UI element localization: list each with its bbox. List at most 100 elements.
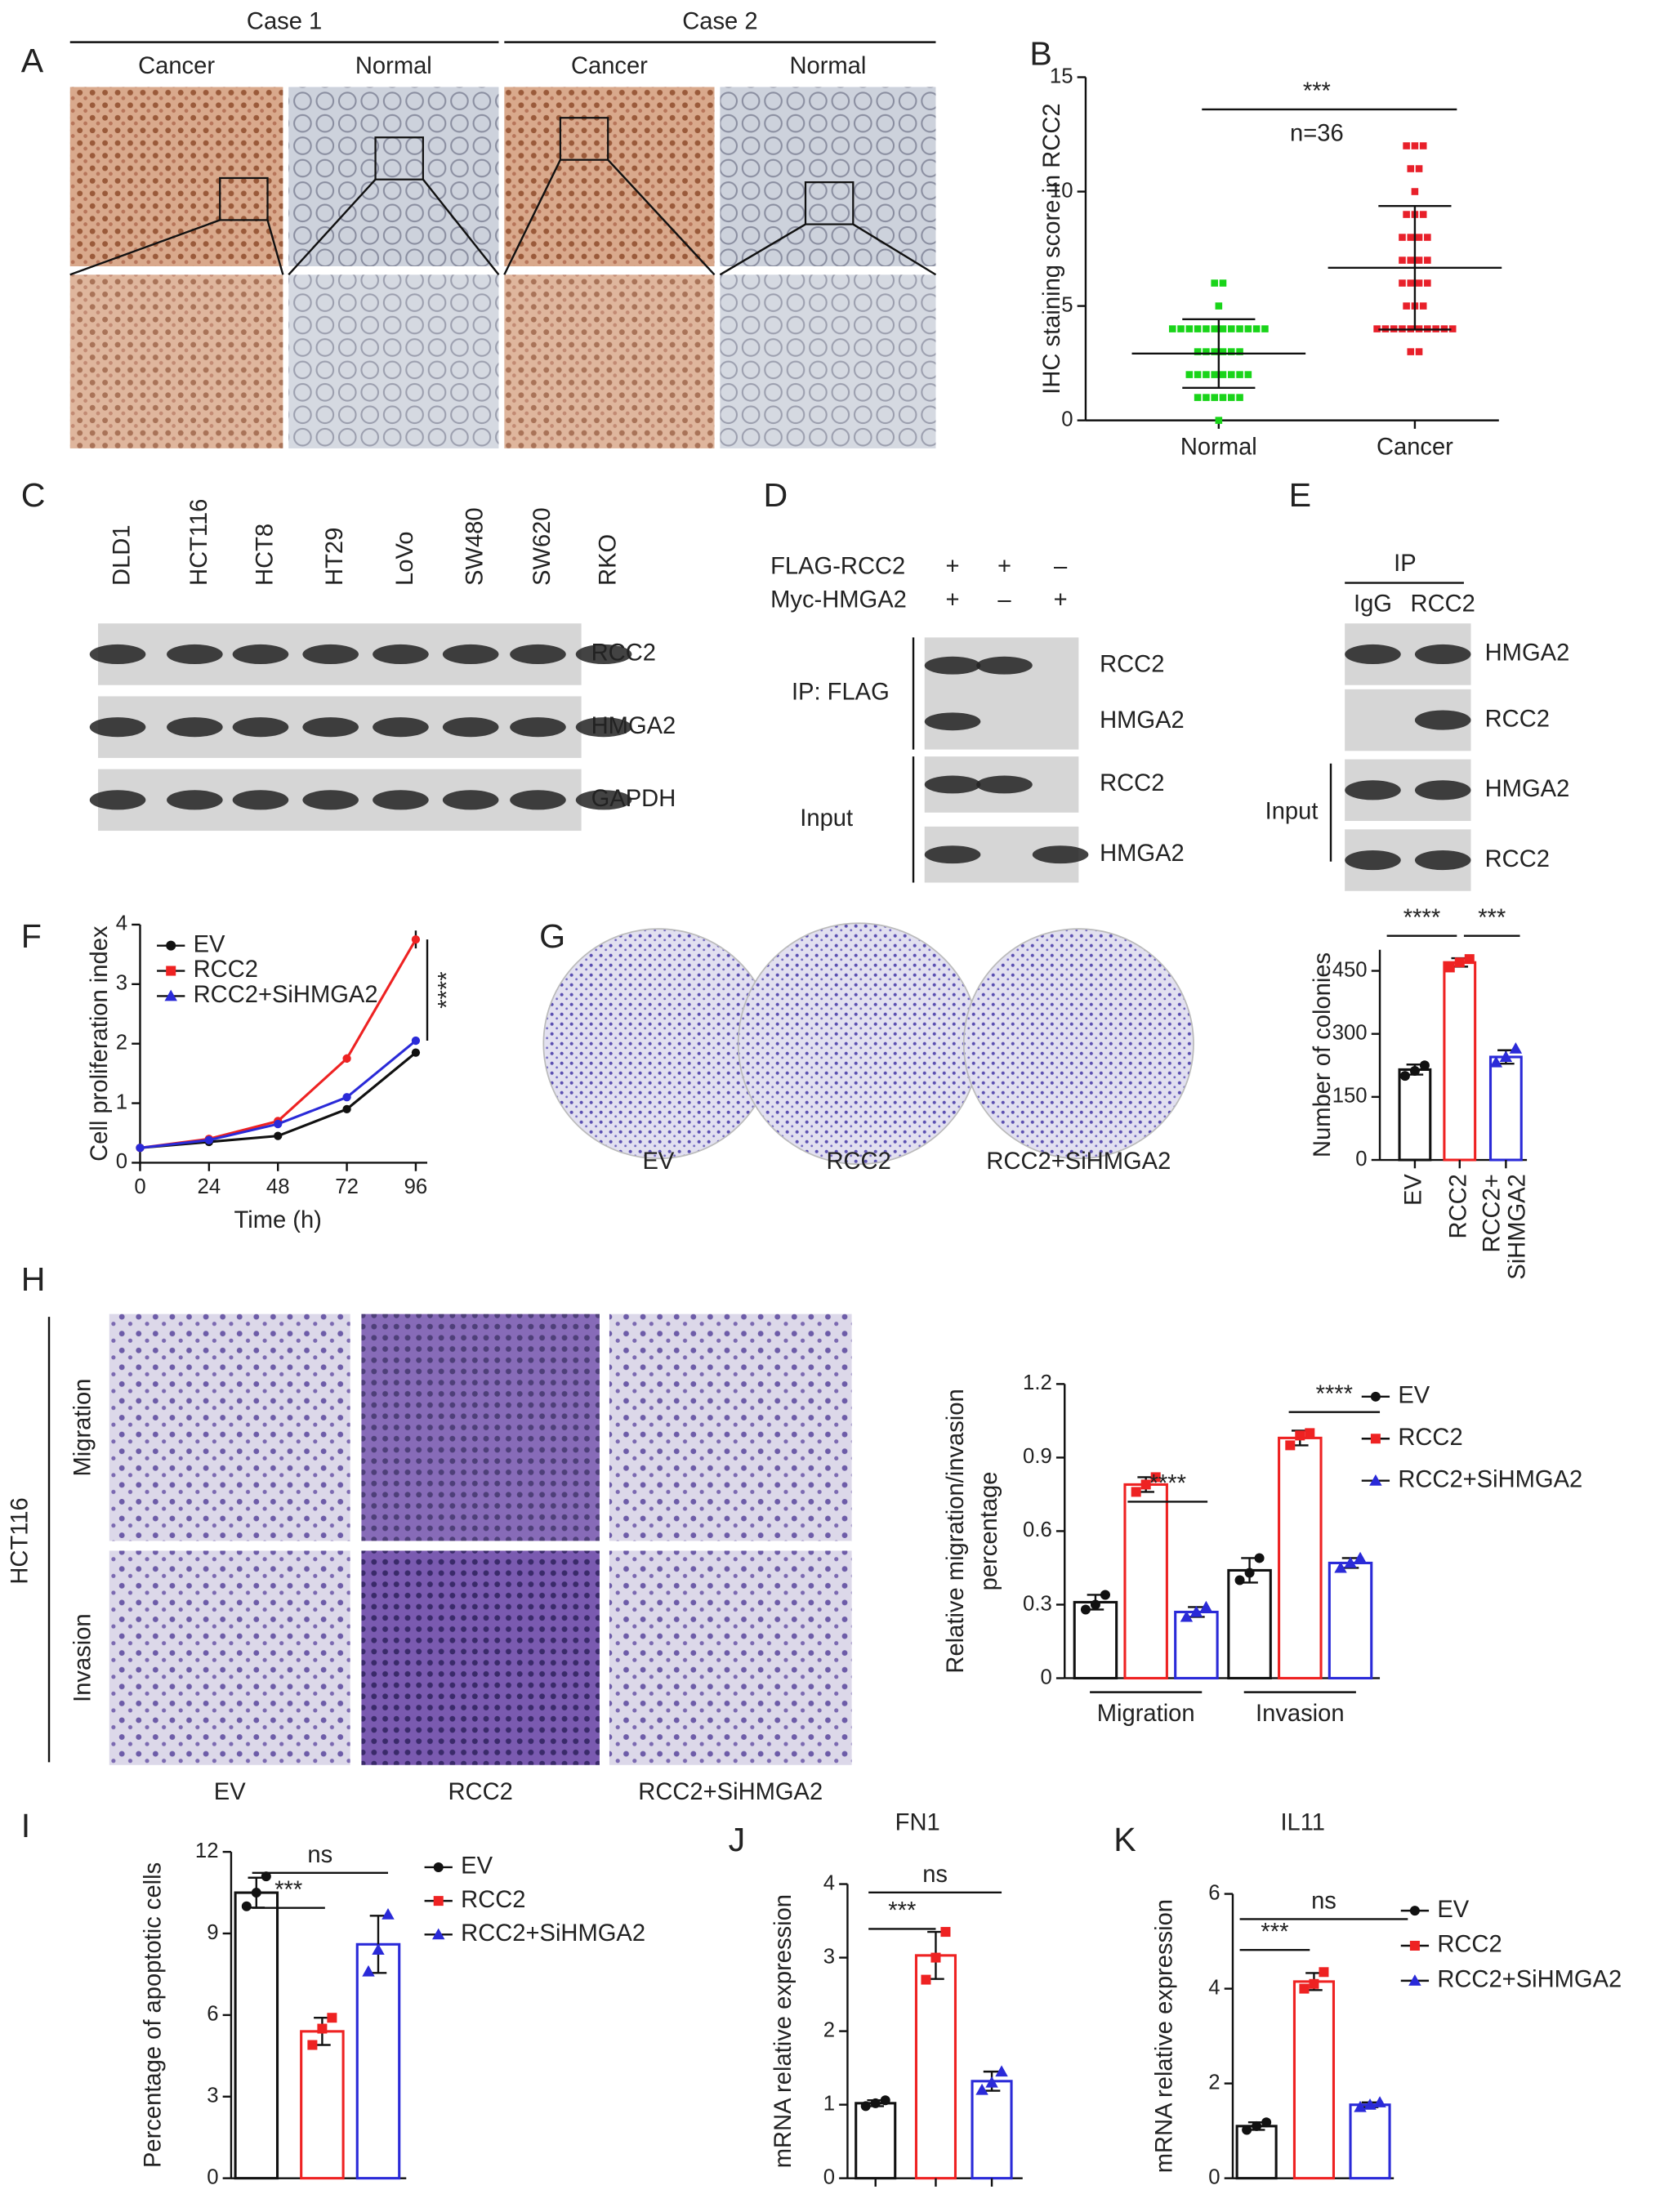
point <box>1236 371 1243 378</box>
colony-dish <box>737 922 980 1166</box>
point <box>1252 2121 1262 2131</box>
blot-band <box>510 644 566 665</box>
significance: *** <box>1303 78 1331 105</box>
point <box>1399 279 1406 287</box>
point <box>1261 325 1269 332</box>
blot-band <box>575 790 632 810</box>
point <box>1185 371 1194 378</box>
section-label: Input <box>800 805 853 832</box>
significance: ns <box>1311 1889 1336 1915</box>
blot-band <box>167 644 223 665</box>
blot-band <box>232 790 289 810</box>
condition-label: FLAG-RCC2 <box>770 553 905 579</box>
point <box>251 1888 261 1898</box>
y-tick-label: 0.3 <box>1023 1592 1052 1615</box>
x-tick-label: Cancer <box>1377 435 1453 461</box>
band-label: RCC2 <box>591 640 656 667</box>
section-label: IP: FLAG <box>792 680 890 706</box>
y-tick-label: 6 <box>207 2003 218 2026</box>
point <box>1403 302 1410 310</box>
point <box>1100 1590 1110 1600</box>
point <box>1177 325 1185 332</box>
y-tick-label: 4 <box>823 1871 835 1894</box>
transwell-image <box>609 1313 852 1541</box>
point <box>1415 256 1423 264</box>
lane-label: DLD1 <box>109 524 136 586</box>
x-tick-label: 72 <box>335 1175 359 1198</box>
lane-label: SW480 <box>462 507 489 586</box>
point <box>1227 325 1235 332</box>
blot-band <box>1345 850 1401 871</box>
point <box>1411 188 1419 195</box>
condition-label: Myc-HMGA2 <box>770 587 907 613</box>
point <box>1489 1055 1503 1068</box>
bar <box>300 2030 345 2180</box>
point <box>342 1093 351 1102</box>
zoom-line <box>69 219 221 276</box>
blot-band <box>89 717 146 738</box>
y-tick-label: 2 <box>1208 2071 1220 2094</box>
band-label: HMGA2 <box>1100 707 1185 734</box>
y-tick-label: 1.2 <box>1023 1371 1052 1394</box>
point <box>1234 1575 1245 1585</box>
point <box>166 940 176 951</box>
blot-band <box>373 790 429 810</box>
x-tick-label: Normal <box>1180 435 1257 461</box>
point <box>1419 302 1427 310</box>
point <box>1211 279 1218 287</box>
point <box>1424 234 1431 241</box>
point <box>362 1964 375 1977</box>
blot-band <box>924 845 981 864</box>
point <box>342 1054 351 1064</box>
significance: *** <box>274 1877 302 1903</box>
blot-band <box>442 790 499 810</box>
point <box>1408 1974 1421 1986</box>
section-label: Input <box>1265 798 1319 824</box>
legend-label: EV <box>194 931 225 957</box>
chart-title: IL11 <box>1280 1810 1325 1836</box>
zoom-line <box>503 159 561 275</box>
point <box>1419 1060 1430 1071</box>
point <box>432 1928 445 1940</box>
y-tick-label: 10 <box>1050 179 1073 202</box>
blot-band <box>1345 780 1401 801</box>
y-tick-label: 9 <box>207 1921 218 1944</box>
point <box>164 989 177 1001</box>
point <box>1194 371 1202 378</box>
band-label: GAPDH <box>591 786 676 812</box>
bar <box>1398 1068 1432 1162</box>
case-title: Case 1 <box>247 8 322 34</box>
point <box>1244 1568 1255 1578</box>
legend-label: EV <box>461 1853 493 1880</box>
point <box>1399 234 1406 241</box>
point <box>1219 348 1227 355</box>
zoom-line <box>719 223 806 276</box>
point <box>940 1927 951 1938</box>
point <box>1285 1440 1296 1451</box>
point <box>411 1048 421 1057</box>
bar <box>234 1891 279 2180</box>
transwell-image <box>109 1550 350 1765</box>
bar <box>1292 1980 1336 2180</box>
blot-band <box>89 644 146 665</box>
blot-band <box>1414 780 1471 801</box>
blot-band <box>1414 850 1471 871</box>
blot-band <box>976 775 1033 794</box>
chart-title: FN1 <box>895 1810 940 1836</box>
point <box>1344 1556 1357 1568</box>
point <box>1369 1474 1382 1486</box>
bar <box>1123 1483 1168 1680</box>
point <box>860 2101 871 2112</box>
point <box>1409 1941 1420 1951</box>
lane-label: HCT116 <box>186 499 212 586</box>
blot-band <box>510 790 566 810</box>
blot-band <box>575 717 632 738</box>
panel-label: J <box>729 1821 746 1858</box>
zoom-box <box>804 181 855 225</box>
column-label: RCC2 <box>448 1779 512 1805</box>
x-tick-label: 0 <box>134 1175 145 1198</box>
point <box>1299 1983 1310 1994</box>
point <box>1219 394 1227 401</box>
bar <box>1488 1055 1523 1162</box>
